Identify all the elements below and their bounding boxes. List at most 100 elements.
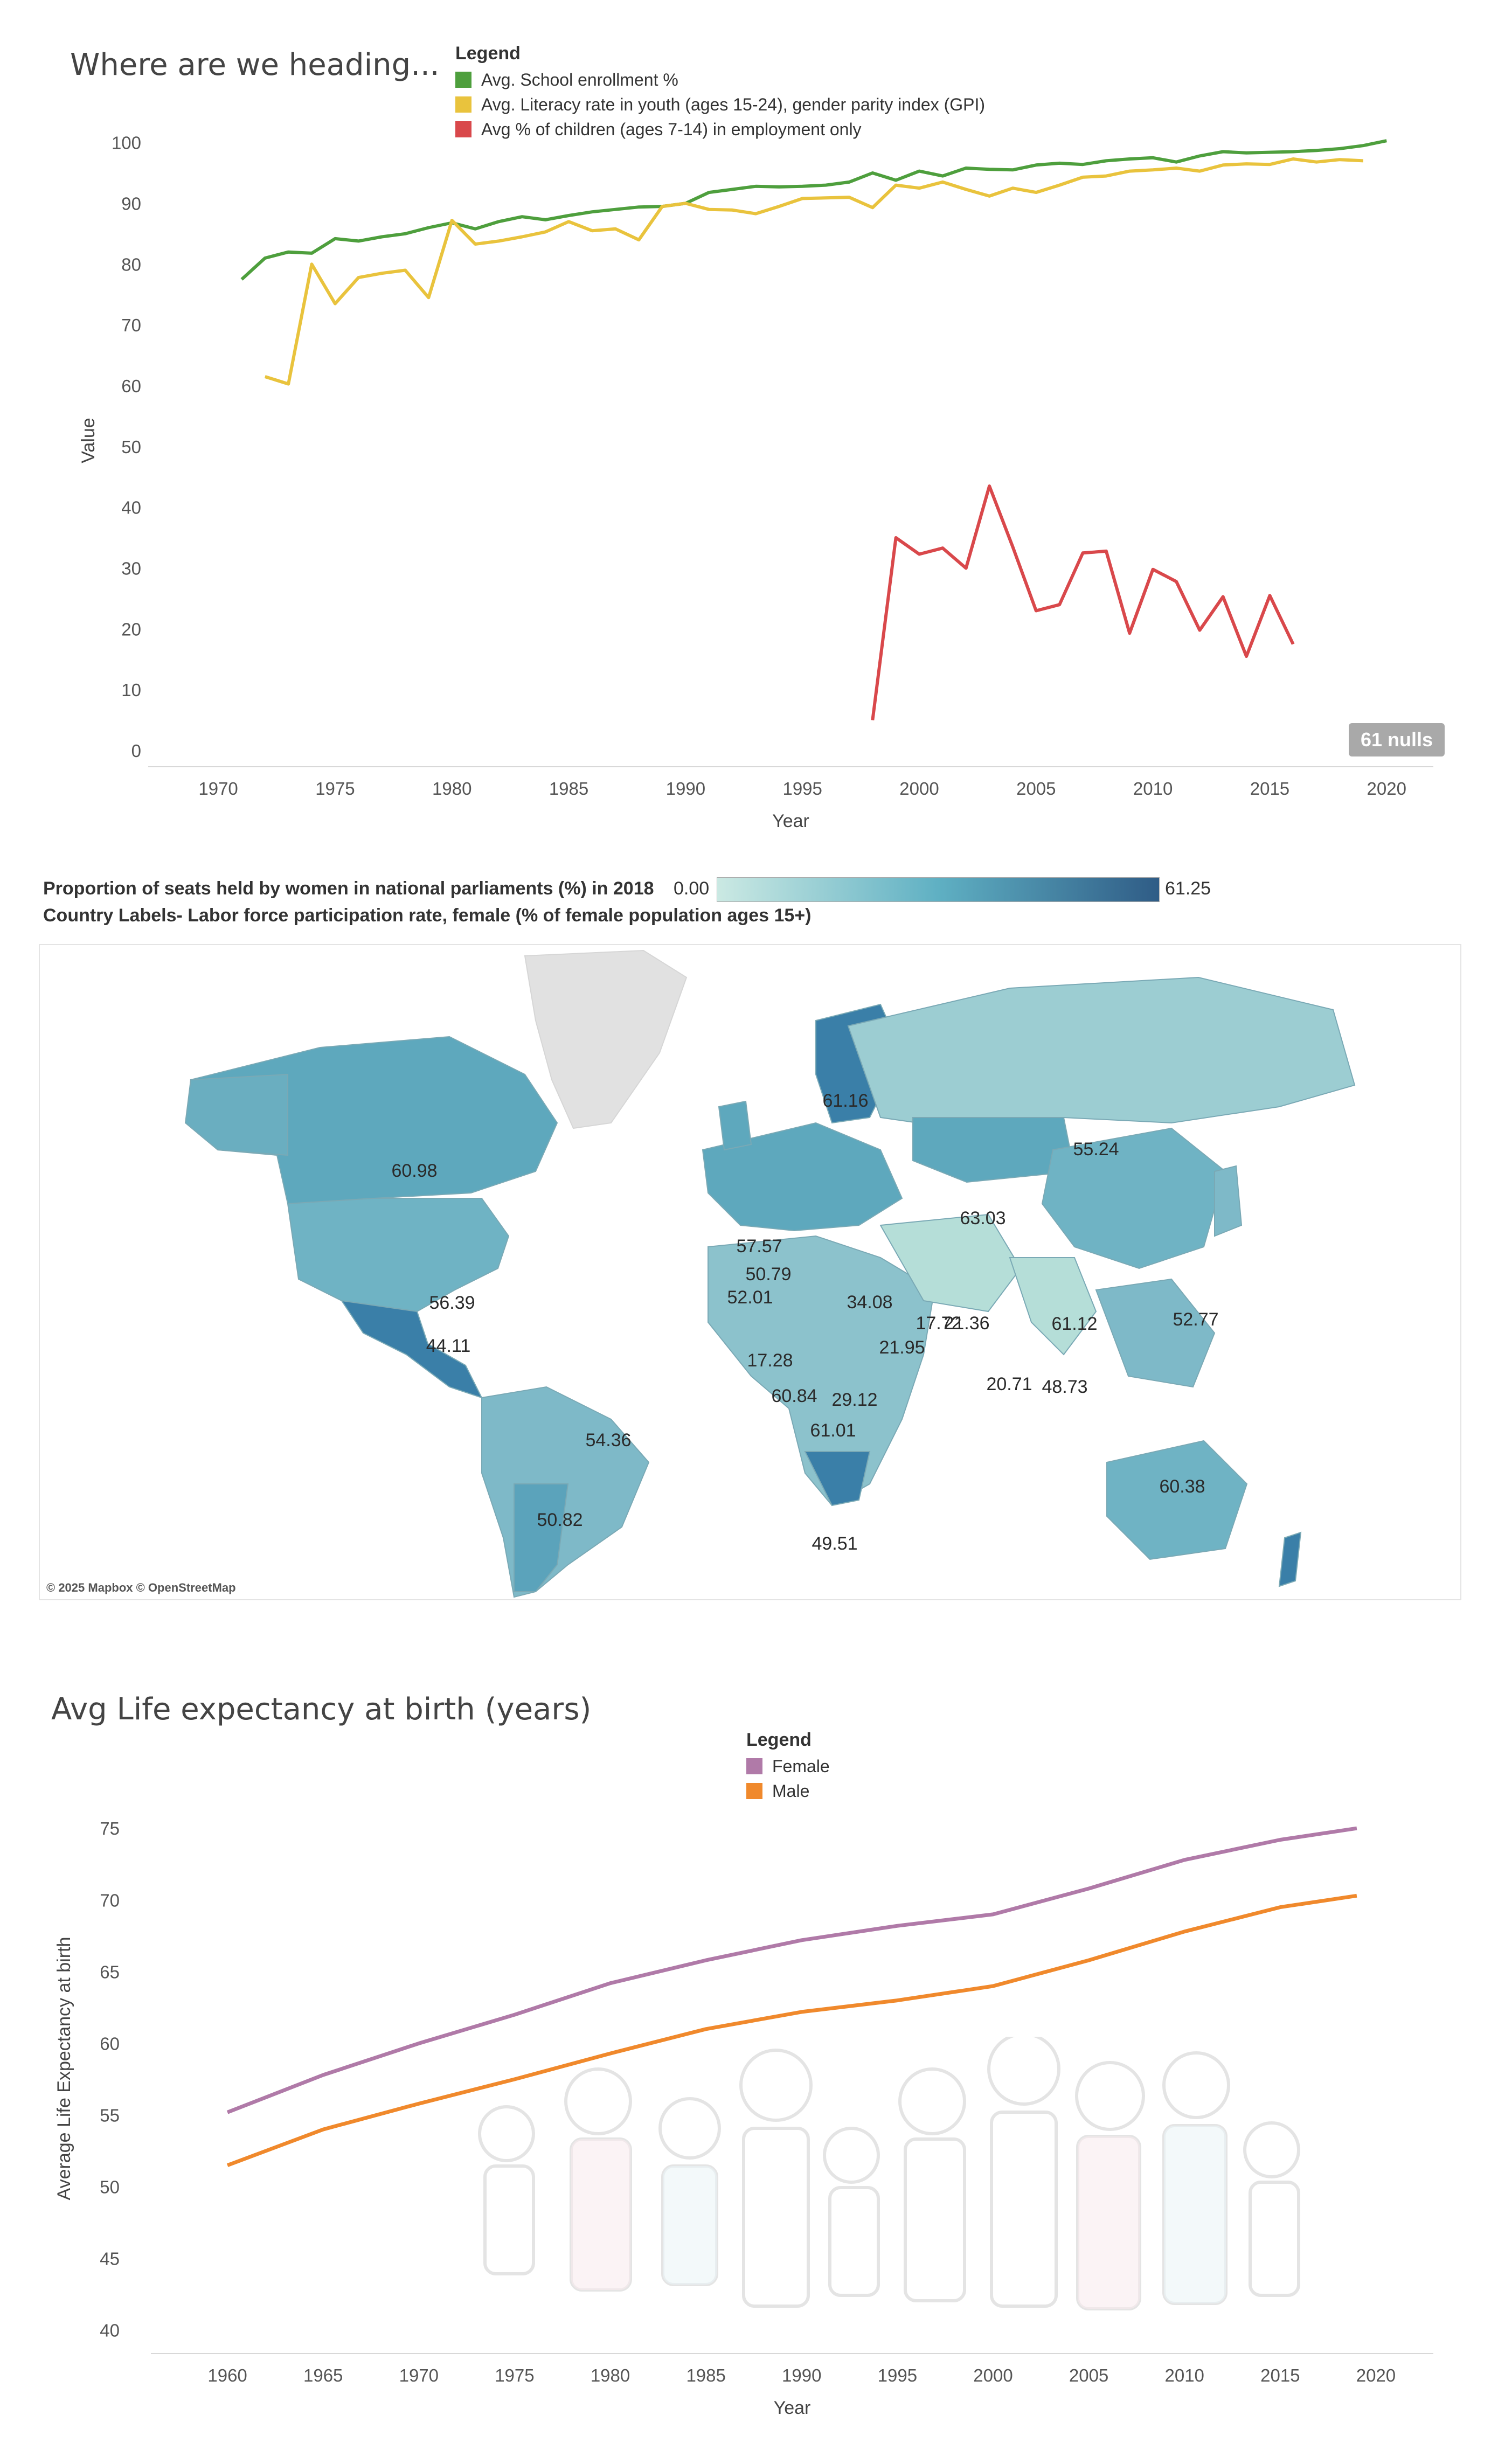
series-line-avg-of-children-ages-7-14-in-employment-[interactable] xyxy=(871,484,1295,720)
y-tick-label: 75 xyxy=(100,1818,120,1838)
legend-item-male[interactable]: Male xyxy=(746,1779,830,1803)
country-value-label: 49.51 xyxy=(812,1533,857,1554)
x-tick-label: 2020 xyxy=(1356,2365,1396,2385)
legend-item-avg-literacy-rate-in-youth-ages-15-24-ge[interactable]: Avg. Literacy rate in youth (ages 15-24)… xyxy=(455,92,985,117)
life-expectancy-panel: Avg Life expectancy at birth (years) Leg… xyxy=(0,1670,1491,2464)
country-value-label: 21.95 xyxy=(879,1337,925,1358)
series-line-male[interactable] xyxy=(226,1893,1357,2167)
legend-label: Avg. School enrollment % xyxy=(481,70,678,89)
x-tick-label: 2010 xyxy=(1164,2365,1204,2385)
country-value-label: 55.24 xyxy=(1073,1139,1119,1160)
country-greenland xyxy=(524,949,688,1129)
x-tick-label: 1985 xyxy=(549,779,588,799)
y-tick-label: 0 xyxy=(131,741,141,761)
y-tick-label: 80 xyxy=(121,254,141,274)
y-tick-label: 50 xyxy=(100,2177,120,2197)
country-africa xyxy=(708,1235,935,1507)
y-tick-label: 45 xyxy=(100,2249,120,2269)
country-value-label: 61.12 xyxy=(1051,1314,1097,1334)
legend-item-avg-school-enrollment[interactable]: Avg. School enrollment % xyxy=(455,67,985,92)
x-tick-label: 1995 xyxy=(782,779,822,799)
country-south-africa xyxy=(804,1451,871,1507)
x-tick-label: 2015 xyxy=(1250,779,1289,799)
legend-item-avg-of-children-ages-7-14-in-employment-[interactable]: Avg % of children (ages 7-14) in employm… xyxy=(455,117,985,142)
x-tick-label: 2020 xyxy=(1367,779,1406,799)
country-value-label: 48.73 xyxy=(1042,1377,1087,1397)
country-middle-east xyxy=(879,1213,1022,1313)
children-illustration xyxy=(478,2037,1300,2310)
country-value-label: 44.11 xyxy=(426,1336,471,1356)
country-value-label: 34.08 xyxy=(847,1292,892,1313)
map-canvas[interactable]: 61.16 55.24 60.98 57.57 50.79 63.03 52.01 34.08… xyxy=(39,944,1461,1600)
legend-label: Female xyxy=(772,1756,830,1776)
null-count-badge[interactable]: 61 nulls xyxy=(1349,723,1445,756)
y-tick-label: 90 xyxy=(121,193,141,213)
y-tick-label: 70 xyxy=(100,1890,120,1910)
country-value-label: 60.84 xyxy=(771,1386,817,1406)
country-china xyxy=(1041,1127,1226,1269)
legend-top: Legend Avg. School enrollment % Avg. Lite… xyxy=(455,43,985,142)
map-color-caption: Proportion of seats held by women in nat… xyxy=(43,878,654,899)
country-australia xyxy=(1106,1440,1248,1560)
x-tick-label: 1960 xyxy=(207,2365,247,2385)
country-alaska xyxy=(184,1073,288,1156)
y-tick-label: 60 xyxy=(121,376,141,396)
scale-min-label: 0.00 xyxy=(674,878,710,899)
y-tick-label: 70 xyxy=(121,315,141,335)
school-literacy-panel: Where are we heading... Legend Avg. Scho… xyxy=(0,0,1491,841)
legend-life: Legend Female Male xyxy=(746,1730,830,1803)
x-tick-label: 1975 xyxy=(315,779,355,799)
legend-label: Avg % of children (ages 7-14) in employm… xyxy=(481,119,862,139)
country-value-label: 56.39 xyxy=(429,1293,475,1313)
scale-max-label: 61.25 xyxy=(1165,878,1211,899)
country-value-label: 61.16 xyxy=(822,1091,868,1111)
legend-item-female[interactable]: Female xyxy=(746,1754,830,1779)
x-tick-label: 1980 xyxy=(432,779,471,799)
x-tick-label: 1995 xyxy=(878,2365,917,2385)
y-tick-label: 65 xyxy=(100,1962,120,1982)
series-line-female[interactable] xyxy=(226,1826,1357,2114)
world-map-panel: Proportion of seats held by women in nat… xyxy=(0,851,1491,1660)
world-map[interactable]: 61.16 55.24 60.98 57.57 50.79 63.03 52.01 34.08… xyxy=(40,945,1460,1599)
x-tick-label: 1990 xyxy=(782,2365,821,2385)
x-axis-label: Year xyxy=(774,2398,811,2418)
line-chart-top: 0 10 20 30 40 50 60 70 80 90 100 1970 1975 1980 1985 19… xyxy=(78,133,1433,831)
country-india xyxy=(1009,1257,1097,1356)
country-value-label: 60.38 xyxy=(1159,1476,1205,1497)
chart-title-life: Avg Life expectancy at birth (years) xyxy=(51,1692,592,1727)
x-tick-label: 1980 xyxy=(591,2365,630,2385)
country-value-label: 29.12 xyxy=(831,1390,877,1410)
series-line-avg-school-enrollment[interactable] xyxy=(240,139,1387,281)
legend-label: Male xyxy=(772,1781,810,1801)
y-tick-label: 50 xyxy=(121,437,141,457)
country-russia xyxy=(847,976,1356,1129)
legend-swatch xyxy=(746,1758,762,1774)
y-tick-label: 30 xyxy=(121,558,141,578)
country-japan xyxy=(1214,1165,1243,1237)
map-attribution[interactable]: © 2025 Mapbox © OpenStreetMap xyxy=(46,1581,236,1594)
y-tick-label: 40 xyxy=(121,498,141,518)
series-line-avg-literacy-rate-in-youth-ages-15-24-ge[interactable] xyxy=(264,157,1364,386)
country-value-label: 52.77 xyxy=(1173,1309,1218,1330)
legend-swatch xyxy=(455,96,471,113)
country-value-label: 17.28 xyxy=(747,1350,793,1371)
x-axis-label: Year xyxy=(772,811,809,831)
country-value-label: 52.01 xyxy=(727,1287,773,1308)
x-tick-label: 2010 xyxy=(1133,779,1173,799)
legend-title: Legend xyxy=(746,1730,812,1750)
country-kazakhstan xyxy=(912,1117,1076,1183)
country-argentina xyxy=(514,1483,569,1592)
legend-label: Avg. Literacy rate in youth (ages 15-24)… xyxy=(481,94,985,114)
country-value-label: 60.98 xyxy=(391,1161,437,1181)
country-value-label: 50.82 xyxy=(537,1510,582,1530)
country-uk xyxy=(718,1100,752,1151)
country-value-label: 57.57 xyxy=(736,1236,782,1257)
x-tick-label: 1970 xyxy=(198,779,238,799)
map-label-caption: Country Labels- Labor force participatio… xyxy=(43,905,812,926)
country-se-asia xyxy=(1095,1278,1216,1388)
y-tick-label: 10 xyxy=(121,680,141,700)
x-tick-label: 2005 xyxy=(1016,779,1056,799)
y-tick-label: 100 xyxy=(112,133,141,153)
x-tick-label: 2005 xyxy=(1069,2365,1108,2385)
country-value-label: 63.03 xyxy=(960,1208,1005,1228)
